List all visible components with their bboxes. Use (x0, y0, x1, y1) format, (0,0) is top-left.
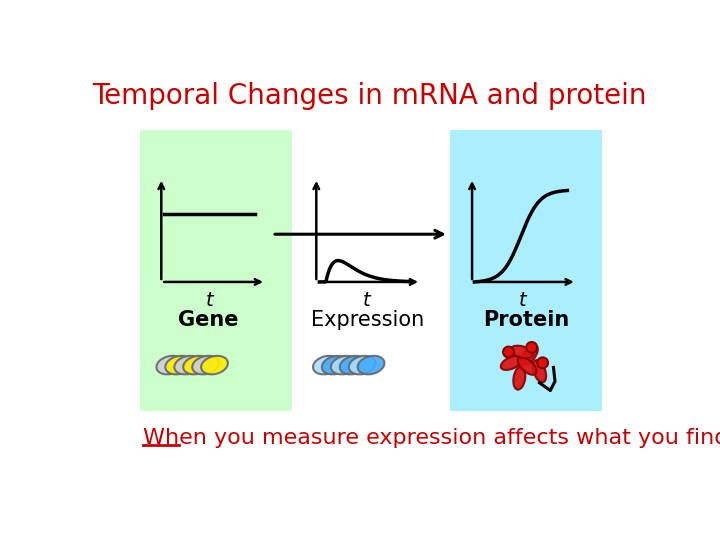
Text: Expression: Expression (311, 309, 424, 329)
Circle shape (526, 342, 537, 353)
Ellipse shape (518, 357, 536, 375)
Text: t: t (206, 291, 214, 310)
Text: Protein: Protein (483, 309, 570, 329)
Ellipse shape (322, 356, 348, 374)
Ellipse shape (331, 356, 358, 374)
FancyBboxPatch shape (451, 130, 601, 411)
Text: Temporal Changes in mRNA and protein: Temporal Changes in mRNA and protein (91, 82, 647, 110)
Ellipse shape (513, 367, 526, 390)
Ellipse shape (340, 356, 366, 374)
Ellipse shape (521, 345, 538, 365)
Ellipse shape (358, 356, 384, 374)
Circle shape (537, 357, 548, 368)
Ellipse shape (501, 356, 523, 370)
Text: t: t (362, 291, 370, 310)
Ellipse shape (348, 356, 376, 374)
Ellipse shape (156, 356, 183, 374)
Ellipse shape (533, 360, 546, 382)
Ellipse shape (166, 356, 192, 374)
Ellipse shape (510, 346, 533, 359)
Ellipse shape (313, 356, 340, 374)
Text: t: t (518, 291, 526, 310)
Text: Gene: Gene (178, 309, 238, 329)
Ellipse shape (183, 356, 210, 374)
Ellipse shape (192, 356, 219, 374)
Circle shape (503, 347, 514, 357)
Ellipse shape (201, 356, 228, 374)
FancyBboxPatch shape (140, 130, 292, 411)
Ellipse shape (174, 356, 201, 374)
Text: When you measure expression affects what you find: When you measure expression affects what… (143, 428, 720, 448)
